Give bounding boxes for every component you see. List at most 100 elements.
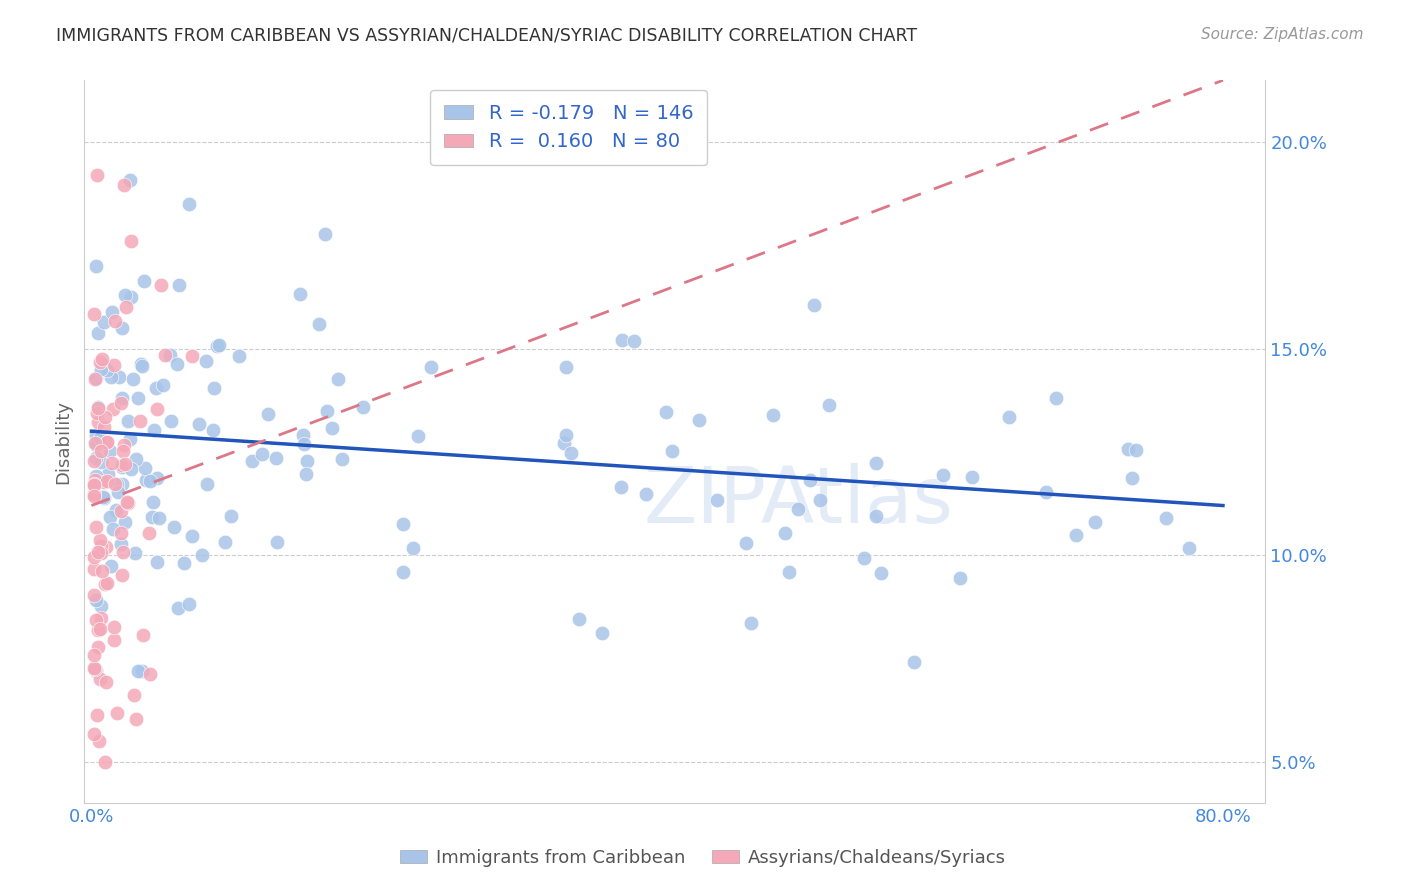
Point bbox=[553, 436, 575, 450]
Point bbox=[146, 555, 169, 569]
Point bbox=[98, 510, 121, 524]
Point bbox=[163, 520, 186, 534]
Point bbox=[111, 443, 134, 458]
Point bbox=[114, 288, 136, 302]
Point bbox=[142, 423, 165, 437]
Point bbox=[110, 525, 132, 540]
Point bbox=[166, 357, 188, 371]
Point bbox=[808, 493, 831, 508]
Point bbox=[117, 495, 139, 509]
Point bbox=[110, 396, 132, 410]
Point bbox=[1064, 527, 1087, 541]
Point bbox=[314, 227, 336, 241]
Legend: R = -0.179   N = 146, R =  0.160   N = 80: R = -0.179 N = 146, R = 0.160 N = 80 bbox=[430, 90, 707, 165]
Point bbox=[555, 359, 578, 374]
Point bbox=[257, 407, 280, 421]
Point bbox=[96, 434, 118, 449]
Point bbox=[84, 370, 107, 384]
Point bbox=[706, 493, 728, 508]
Point bbox=[208, 338, 231, 352]
Point bbox=[591, 626, 613, 640]
Point bbox=[205, 339, 228, 353]
Point bbox=[332, 452, 354, 467]
Point bbox=[124, 547, 146, 561]
Point bbox=[159, 347, 181, 361]
Point bbox=[83, 487, 105, 501]
Point bbox=[90, 599, 112, 614]
Point bbox=[167, 277, 190, 292]
Point bbox=[107, 370, 129, 384]
Point bbox=[114, 516, 136, 530]
Point bbox=[321, 421, 343, 435]
Point bbox=[142, 495, 165, 509]
Point bbox=[146, 471, 169, 485]
Point bbox=[134, 461, 156, 475]
Point bbox=[654, 405, 676, 419]
Point bbox=[87, 734, 110, 748]
Point bbox=[84, 662, 107, 676]
Point bbox=[201, 423, 224, 437]
Point bbox=[84, 614, 107, 628]
Point bbox=[87, 415, 110, 429]
Point bbox=[94, 755, 117, 769]
Point bbox=[103, 358, 125, 372]
Point bbox=[83, 588, 105, 602]
Point bbox=[96, 474, 118, 488]
Point bbox=[960, 470, 983, 484]
Point bbox=[1116, 442, 1139, 457]
Point bbox=[195, 476, 218, 491]
Point bbox=[228, 349, 250, 363]
Point bbox=[124, 688, 146, 702]
Point bbox=[84, 372, 107, 386]
Point bbox=[117, 496, 139, 510]
Point bbox=[139, 474, 162, 488]
Point bbox=[799, 474, 821, 488]
Point bbox=[181, 529, 204, 543]
Point bbox=[112, 438, 135, 452]
Point bbox=[419, 359, 441, 374]
Point bbox=[83, 477, 105, 491]
Point bbox=[110, 460, 132, 475]
Point bbox=[817, 398, 839, 412]
Point bbox=[173, 556, 195, 570]
Point bbox=[93, 315, 115, 329]
Point bbox=[103, 620, 125, 634]
Point bbox=[634, 487, 657, 501]
Point bbox=[125, 712, 148, 726]
Point bbox=[86, 168, 108, 182]
Point bbox=[1125, 442, 1147, 457]
Point bbox=[131, 359, 153, 373]
Point bbox=[87, 401, 110, 415]
Point bbox=[120, 461, 142, 475]
Point bbox=[87, 640, 110, 655]
Point bbox=[124, 451, 146, 466]
Point bbox=[83, 661, 105, 675]
Point bbox=[138, 526, 160, 541]
Point bbox=[110, 537, 132, 551]
Point bbox=[1121, 471, 1143, 485]
Point bbox=[84, 451, 107, 466]
Point bbox=[104, 503, 127, 517]
Point bbox=[84, 428, 107, 442]
Point bbox=[112, 178, 135, 193]
Point bbox=[931, 467, 953, 482]
Point bbox=[288, 286, 311, 301]
Point bbox=[111, 391, 134, 405]
Point bbox=[127, 391, 149, 405]
Point bbox=[150, 277, 173, 292]
Point bbox=[87, 623, 110, 637]
Point bbox=[1035, 484, 1057, 499]
Point bbox=[308, 317, 330, 331]
Point bbox=[90, 539, 112, 553]
Point bbox=[87, 326, 110, 340]
Point bbox=[94, 540, 117, 554]
Point bbox=[107, 476, 129, 491]
Point bbox=[120, 235, 142, 249]
Point bbox=[110, 504, 132, 518]
Point bbox=[83, 435, 105, 450]
Point bbox=[179, 597, 201, 611]
Point bbox=[132, 628, 155, 642]
Point bbox=[111, 458, 134, 472]
Point bbox=[202, 381, 225, 395]
Point bbox=[118, 173, 141, 187]
